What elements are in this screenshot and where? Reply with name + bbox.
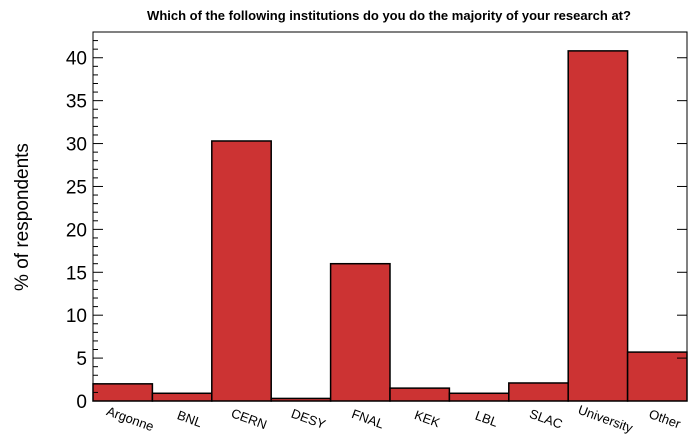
bar-lbl (448, 392, 510, 402)
x-tick-label-other: Other (647, 406, 683, 431)
x-tick-label-fnal: FNAL (350, 406, 386, 431)
y-tick-label: 35 (66, 92, 87, 113)
x-tick-label-cern: CERN (229, 405, 269, 432)
x-tick-label-kek: KEK (412, 407, 442, 430)
bars-group (92, 50, 688, 402)
bar-fnal (329, 262, 391, 402)
bar-bnl (151, 392, 213, 402)
y-tick-label: 30 (66, 135, 87, 156)
x-tick-label-lbl: LBL (473, 408, 500, 430)
y-tick-label: 20 (66, 220, 87, 241)
y-tick-label: 25 (66, 177, 87, 198)
y-tick-label: 0 (76, 392, 87, 413)
x-axis-tick-labels: Argonne BNL CERN DESY FNAL KEK LBL SLAC Universi… (105, 402, 684, 436)
y-axis-ticks: 0 5 10 15 20 25 30 35 40 (66, 40, 687, 413)
chart-title: Which of the following institutions do y… (147, 8, 631, 23)
x-tick-label-argonne: Argonne (105, 403, 156, 434)
x-tick-label-slac: SLAC (528, 406, 565, 432)
bar-university (567, 50, 629, 402)
x-tick-label-desy: DESY (289, 406, 328, 432)
plot-frame (92, 31, 688, 402)
bar-cern (211, 140, 272, 402)
x-tick-label-bnl: BNL (175, 407, 204, 430)
bar-kek (389, 387, 451, 402)
y-tick-label: 15 (66, 263, 87, 284)
x-tick-label-university: University (576, 402, 635, 436)
y-tick-label: 40 (66, 49, 87, 70)
y-axis-label: % of respondents (12, 143, 33, 291)
bar-other (626, 351, 688, 402)
y-tick-label: 5 (76, 349, 87, 370)
bar-argonne (92, 383, 154, 402)
bar-slac (508, 382, 569, 402)
y-tick-label: 10 (66, 306, 87, 327)
